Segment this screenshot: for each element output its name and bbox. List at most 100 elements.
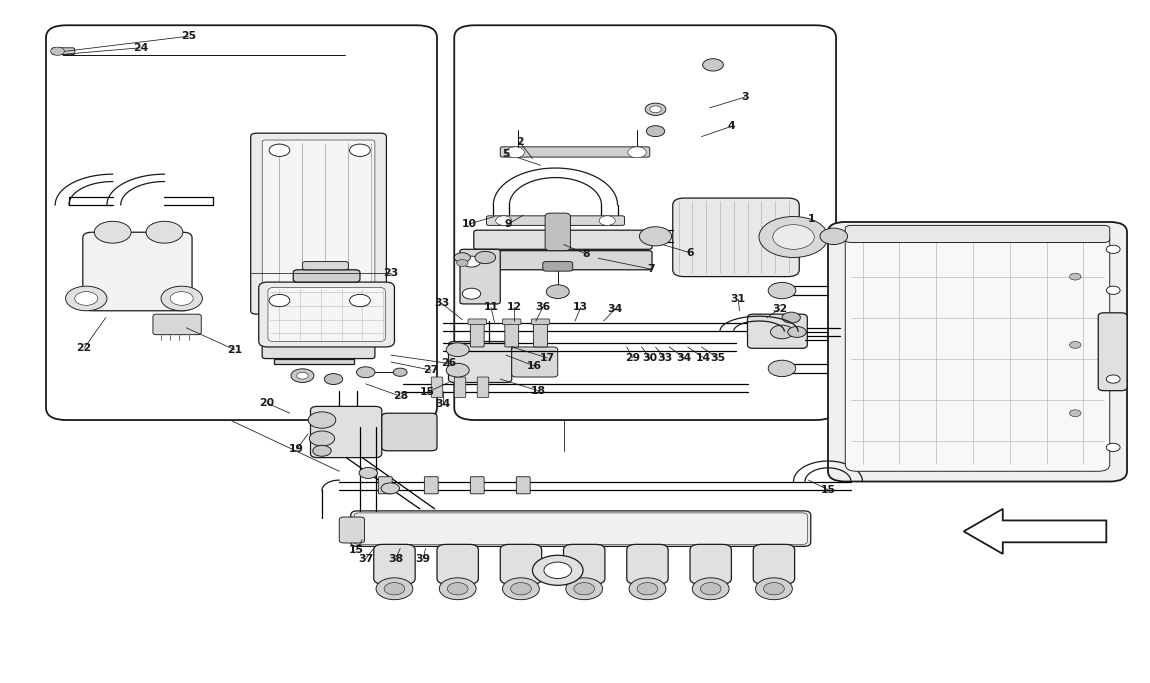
FancyBboxPatch shape: [46, 25, 437, 420]
FancyBboxPatch shape: [627, 544, 668, 584]
Text: 30: 30: [642, 353, 658, 363]
FancyBboxPatch shape: [534, 320, 547, 347]
Circle shape: [759, 217, 828, 257]
FancyBboxPatch shape: [503, 319, 521, 324]
Circle shape: [628, 147, 646, 158]
Text: 29: 29: [624, 353, 641, 363]
Circle shape: [1070, 410, 1081, 417]
Circle shape: [393, 368, 407, 376]
FancyBboxPatch shape: [564, 544, 605, 584]
Circle shape: [646, 126, 665, 137]
Circle shape: [700, 583, 721, 595]
Circle shape: [1070, 273, 1081, 280]
FancyBboxPatch shape: [454, 377, 466, 398]
Circle shape: [532, 555, 583, 585]
Circle shape: [446, 343, 469, 357]
Circle shape: [574, 583, 595, 595]
FancyBboxPatch shape: [470, 477, 484, 494]
FancyBboxPatch shape: [545, 213, 570, 251]
Text: 8: 8: [583, 249, 590, 259]
FancyBboxPatch shape: [302, 262, 348, 270]
Text: 23: 23: [383, 268, 399, 278]
FancyBboxPatch shape: [460, 249, 500, 304]
Text: 34: 34: [607, 304, 623, 313]
FancyBboxPatch shape: [531, 319, 550, 324]
Circle shape: [764, 583, 784, 595]
Circle shape: [94, 221, 131, 243]
Text: 32: 32: [772, 304, 788, 313]
Text: 18: 18: [530, 386, 546, 395]
FancyBboxPatch shape: [374, 544, 415, 584]
FancyBboxPatch shape: [845, 225, 1110, 242]
FancyBboxPatch shape: [431, 377, 443, 398]
Circle shape: [629, 578, 666, 600]
Text: 13: 13: [573, 303, 589, 312]
Text: 11: 11: [483, 303, 499, 312]
Text: 22: 22: [76, 344, 92, 353]
FancyBboxPatch shape: [351, 511, 811, 546]
FancyBboxPatch shape: [437, 544, 478, 584]
FancyBboxPatch shape: [153, 314, 201, 335]
Text: 20: 20: [259, 398, 275, 408]
Text: 16: 16: [527, 361, 543, 371]
Text: 2: 2: [516, 137, 523, 147]
Circle shape: [503, 578, 539, 600]
Circle shape: [773, 225, 814, 249]
FancyBboxPatch shape: [83, 232, 192, 311]
Circle shape: [475, 251, 496, 264]
Circle shape: [544, 562, 572, 579]
Circle shape: [297, 372, 308, 379]
Circle shape: [1106, 245, 1120, 253]
Circle shape: [599, 216, 615, 225]
Text: 15: 15: [348, 545, 365, 555]
Circle shape: [703, 59, 723, 71]
FancyBboxPatch shape: [310, 406, 382, 458]
FancyBboxPatch shape: [748, 314, 807, 348]
FancyBboxPatch shape: [268, 288, 385, 342]
Circle shape: [782, 312, 800, 323]
Circle shape: [546, 285, 569, 298]
Text: 26: 26: [440, 359, 457, 368]
FancyBboxPatch shape: [259, 282, 394, 347]
Text: 21: 21: [227, 345, 243, 354]
FancyBboxPatch shape: [690, 544, 731, 584]
Circle shape: [146, 221, 183, 243]
FancyBboxPatch shape: [474, 230, 652, 249]
Circle shape: [1106, 375, 1120, 383]
FancyBboxPatch shape: [516, 477, 530, 494]
Circle shape: [756, 578, 792, 600]
Circle shape: [768, 282, 796, 298]
FancyBboxPatch shape: [293, 270, 360, 282]
Circle shape: [359, 467, 377, 478]
Circle shape: [170, 292, 193, 305]
FancyBboxPatch shape: [378, 477, 392, 494]
FancyBboxPatch shape: [512, 347, 558, 377]
Text: 5: 5: [503, 149, 509, 158]
FancyBboxPatch shape: [251, 133, 386, 314]
FancyBboxPatch shape: [52, 48, 75, 55]
Circle shape: [376, 578, 413, 600]
Circle shape: [350, 294, 370, 307]
Circle shape: [462, 256, 481, 267]
Text: 38: 38: [388, 554, 404, 563]
Circle shape: [356, 367, 375, 378]
Text: 14: 14: [696, 353, 712, 363]
Text: 3: 3: [742, 92, 749, 102]
Text: 39: 39: [415, 554, 431, 563]
Polygon shape: [964, 509, 1106, 554]
FancyBboxPatch shape: [486, 216, 624, 225]
Text: 15: 15: [820, 485, 836, 494]
Circle shape: [506, 147, 524, 158]
Text: 33: 33: [434, 298, 450, 308]
FancyBboxPatch shape: [543, 262, 573, 271]
FancyBboxPatch shape: [262, 318, 375, 359]
Circle shape: [66, 286, 107, 311]
Circle shape: [768, 360, 796, 376]
Circle shape: [309, 431, 335, 446]
FancyBboxPatch shape: [448, 342, 512, 382]
Circle shape: [692, 578, 729, 600]
Text: 25: 25: [181, 31, 197, 41]
Text: 9: 9: [505, 219, 512, 229]
FancyBboxPatch shape: [1098, 313, 1127, 391]
Text: 35: 35: [710, 353, 726, 363]
